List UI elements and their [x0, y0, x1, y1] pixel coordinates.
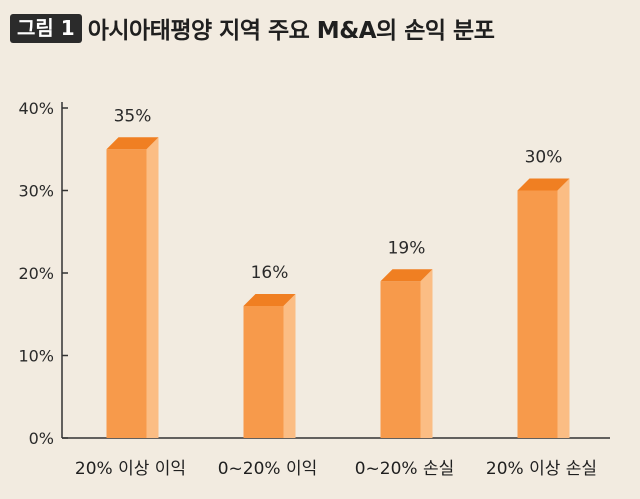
bar-value-label: 19%	[388, 238, 426, 258]
y-tick-label: 40%	[18, 99, 54, 118]
y-tick-label: 0%	[29, 429, 54, 448]
bar-value-label: 16%	[251, 263, 289, 283]
y-tick-label: 10%	[18, 347, 54, 366]
x-category-label: 20% 이상 손실	[486, 459, 597, 479]
bar-top	[106, 137, 159, 150]
bar-side	[557, 178, 570, 438]
bar	[243, 306, 284, 438]
bar-top	[380, 269, 433, 282]
x-category-label: 20% 이상 이익	[75, 459, 186, 479]
figure-header: 그림 1 아시아태평양 지역 주요 M&A의 손익 분포	[10, 12, 495, 44]
x-category-label: 0~20% 손실	[355, 459, 455, 479]
bar-top	[517, 178, 570, 191]
bar-top	[243, 294, 296, 306]
bar-side	[283, 294, 296, 438]
figure-number-badge: 그림 1	[10, 13, 82, 43]
y-tick-label: 20%	[18, 264, 54, 283]
bar-side	[420, 269, 433, 438]
y-tick-label: 30%	[18, 182, 54, 201]
x-category-label: 0~20% 이익	[218, 459, 318, 479]
bar	[517, 190, 558, 438]
bar	[106, 149, 147, 438]
bar	[380, 281, 421, 438]
bar-value-label: 30%	[525, 148, 563, 168]
bar-value-label: 35%	[114, 106, 152, 126]
figure-number-text: 그림 1	[17, 15, 75, 40]
bar-side	[146, 137, 159, 438]
figure-title: 아시아태평양 지역 주요 M&A의 손익 분포	[87, 18, 495, 44]
